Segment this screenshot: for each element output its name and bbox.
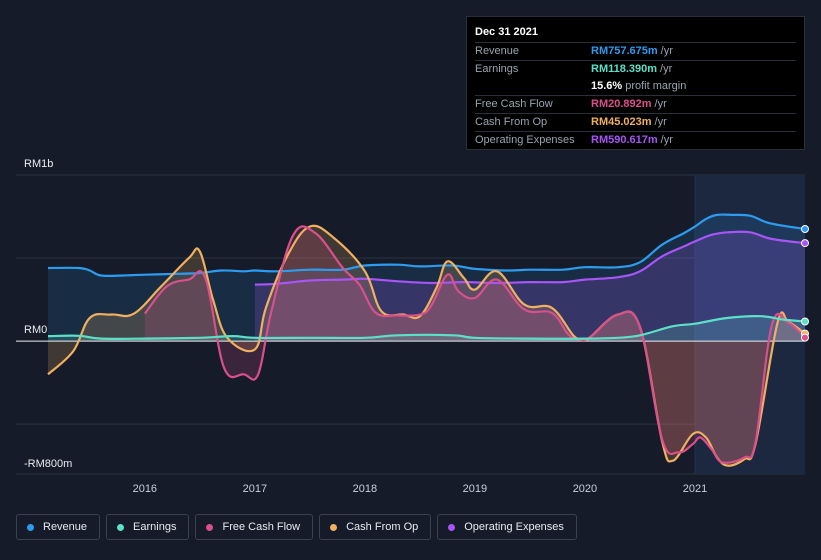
forecast-shade (694, 175, 805, 474)
series-areas (48, 214, 806, 466)
legend-item-operating-expenses[interactable]: Operating Expenses (437, 514, 577, 540)
tooltip-row-unit: /yr (654, 116, 667, 128)
legend-dot-icon (330, 523, 338, 531)
legend-dot-icon (27, 523, 34, 531)
tooltip-row-label (475, 78, 591, 95)
legend-item-free-cash-flow[interactable]: Free Cash Flow (195, 514, 314, 540)
legend-item-earnings[interactable]: Earnings (106, 514, 190, 540)
y-axis-label: RM1b (24, 158, 53, 170)
legend-dot-icon (448, 523, 456, 531)
line-earnings[interactable] (47, 315, 806, 340)
tooltip-row-value: RM118.390m (591, 63, 658, 75)
tooltip-rows: Revenue RM757.675m/yr Earnings RM118.390m/y… (475, 42, 796, 149)
line-cash-from-op[interactable] (47, 224, 806, 467)
tooltip-row-value: 15.6% (591, 80, 623, 92)
y-axis-label: RM0 (24, 324, 47, 336)
tooltip-row-label: Operating Expenses (475, 134, 575, 146)
tooltip-row-label: Cash From Op (475, 116, 548, 128)
tooltip-row: Free Cash Flow RM20.892m/yr (475, 95, 796, 113)
tooltip-date: Dec 31 2021 (475, 26, 538, 38)
tooltip-row-unit: /yr (654, 98, 667, 110)
legend-dot-icon (117, 523, 125, 531)
endpoint-earnings (801, 317, 809, 326)
tooltip-row-value: RM590.617m (591, 134, 658, 146)
tooltip-row-label: Revenue (475, 45, 520, 57)
series-endpoints (801, 224, 809, 342)
legend-label: Free Cash Flow (222, 521, 301, 533)
x-axis-tick-label: 2016 (133, 483, 157, 495)
tooltip-row-value: RM20.892m (591, 98, 652, 110)
area-revenue (48, 214, 805, 342)
endpoint-revenue (801, 224, 809, 233)
legend-label: Earnings (133, 521, 177, 533)
tooltip-row-label: Earnings (475, 63, 519, 75)
area-free-cash-flow (144, 226, 806, 463)
tooltip-row-value: RM45.023m (591, 116, 652, 128)
legend-label: Operating Expenses (464, 521, 564, 533)
tooltip-row-unit: /yr (660, 63, 673, 75)
legend-item-cash-from-op[interactable]: Cash From Op (319, 514, 432, 540)
legend-dot-icon (206, 523, 214, 531)
line-free-cash-flow[interactable] (143, 225, 806, 464)
tooltip-row: Cash From Op RM45.023m/yr (475, 113, 796, 131)
x-axis-tick-label: 2017 (243, 483, 267, 495)
tooltip-row-value: RM757.675m (591, 45, 658, 57)
series-lines[interactable] (16, 213, 806, 467)
y-axis-labels: RM1b RM0 -RM800m (24, 158, 72, 470)
data-tooltip: Dec 31 2021 Revenue RM757.675m/yr Earnings… (466, 16, 805, 150)
area-cash-from-op (48, 225, 805, 466)
x-axis-tick-label: 2020 (573, 483, 597, 495)
legend-item-revenue[interactable]: Revenue (16, 514, 101, 540)
tooltip-row: 15.6% profit margin (475, 78, 796, 95)
x-axis-tick-label: 2021 (683, 483, 707, 495)
grid (16, 174, 805, 475)
x-axis-tick-label: 2018 (353, 483, 377, 495)
endpoint-free-cash-flow (801, 333, 809, 342)
endpoint-operating-expenses (801, 239, 809, 248)
forecast-region (694, 175, 805, 474)
tooltip-row-unit: profit margin (625, 80, 687, 92)
legend: Revenue Earnings Free Cash Flow Cash From O… (16, 514, 577, 540)
tooltip-row: Operating Expenses RM590.617m/yr (475, 131, 796, 149)
y-axis-label: -RM800m (24, 458, 72, 470)
tooltip-row-label: Free Cash Flow (475, 98, 553, 110)
tooltip-row-unit: /yr (660, 134, 673, 146)
legend-label: Cash From Op (346, 521, 419, 533)
x-axis-tick-label: 2019 (463, 483, 487, 495)
area-operating-expenses (254, 231, 805, 342)
legend-label: Revenue (43, 521, 88, 533)
tooltip-row: Earnings RM118.390m/yr (475, 60, 796, 78)
x-axis-labels: 2016 2017 2018 2019 2020 2021 (133, 483, 708, 495)
tooltip-row-unit: /yr (660, 45, 673, 57)
tooltip-row: Revenue RM757.675m/yr (475, 42, 796, 60)
